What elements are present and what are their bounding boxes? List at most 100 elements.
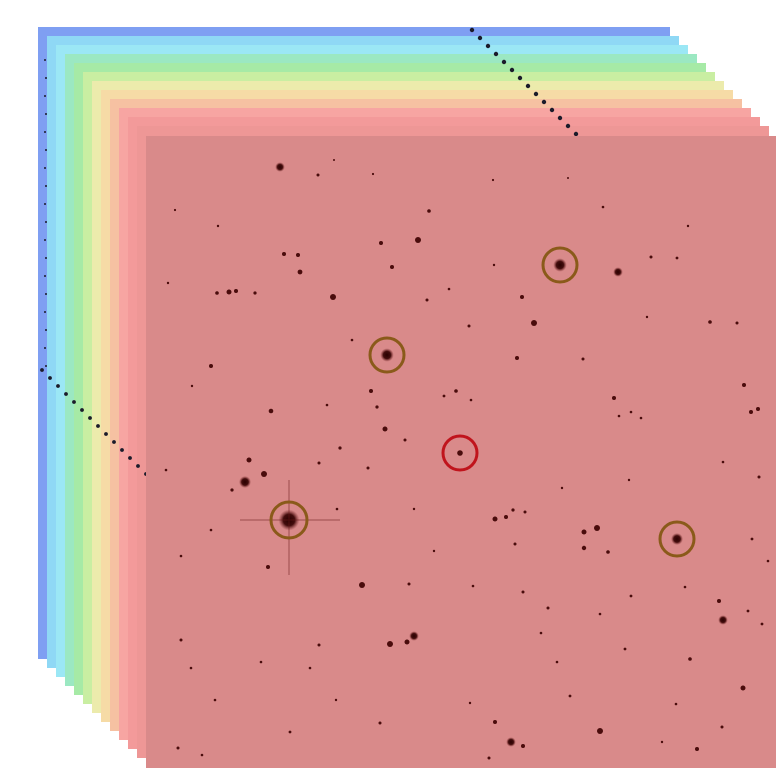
star — [226, 289, 232, 295]
star — [442, 394, 446, 398]
bright-star-spikes — [240, 480, 340, 575]
star — [209, 528, 213, 532]
star — [649, 255, 653, 259]
star — [234, 289, 238, 293]
star — [492, 263, 496, 267]
star — [675, 256, 679, 260]
star — [334, 698, 338, 702]
streak-dot — [549, 107, 555, 113]
star — [275, 162, 285, 172]
streak-dot — [501, 59, 507, 65]
star — [513, 542, 517, 546]
star — [674, 702, 678, 706]
star — [317, 461, 321, 465]
star — [504, 515, 508, 519]
star — [721, 460, 725, 464]
star — [415, 237, 421, 243]
star — [521, 590, 525, 594]
star — [742, 383, 746, 387]
star — [629, 410, 633, 414]
streak-dot — [533, 91, 539, 97]
star — [560, 486, 564, 490]
satellite-streak — [40, 27, 579, 476]
streak-dot — [565, 123, 571, 129]
star — [404, 639, 410, 645]
reference-star-marker[interactable] — [658, 520, 696, 558]
streak-dot — [44, 203, 46, 205]
star — [553, 258, 567, 272]
star — [531, 320, 537, 326]
star — [750, 537, 754, 541]
star — [350, 338, 354, 342]
star — [717, 599, 721, 603]
star — [457, 450, 463, 456]
star — [164, 468, 168, 472]
star — [546, 606, 550, 610]
star — [179, 554, 183, 558]
reference-star-marker[interactable] — [368, 336, 406, 374]
streak-dot — [44, 275, 46, 277]
star — [617, 414, 621, 418]
star — [308, 666, 312, 670]
star — [378, 721, 382, 725]
streak-dot — [56, 384, 60, 388]
star — [471, 584, 475, 588]
star — [627, 478, 631, 482]
star — [487, 756, 491, 760]
star — [268, 408, 274, 414]
star — [623, 647, 627, 651]
star — [506, 737, 516, 747]
star — [190, 384, 194, 388]
star — [230, 488, 234, 492]
star — [469, 398, 473, 402]
star — [467, 324, 471, 328]
star — [746, 609, 750, 613]
star — [581, 529, 587, 535]
streak-dot — [469, 27, 475, 33]
streak-dot — [541, 99, 547, 105]
star — [523, 510, 527, 514]
star — [539, 631, 543, 635]
star — [760, 622, 764, 626]
star — [447, 287, 451, 291]
streak-dot — [44, 167, 46, 169]
star — [253, 291, 257, 295]
star — [688, 657, 692, 661]
streak-dot — [44, 95, 46, 97]
star — [166, 281, 170, 285]
star — [601, 205, 605, 209]
star — [333, 159, 335, 161]
streak-dot — [136, 464, 140, 468]
star — [683, 585, 687, 589]
star — [567, 177, 569, 179]
star — [380, 348, 394, 362]
star — [409, 631, 419, 641]
streak-dot — [45, 293, 47, 295]
streak-dot — [80, 408, 84, 412]
star — [189, 666, 193, 670]
streak-dot — [96, 424, 100, 428]
streak-dot — [525, 83, 531, 89]
streak-dot — [44, 239, 46, 241]
star — [594, 525, 600, 531]
star — [259, 660, 263, 664]
star — [695, 747, 699, 751]
star — [338, 446, 342, 450]
streak-dot — [493, 51, 499, 57]
streak-dot — [45, 149, 47, 151]
streak-dot — [44, 131, 46, 133]
reference-star-marker[interactable] — [541, 246, 579, 284]
star — [387, 641, 393, 647]
star — [686, 224, 690, 228]
streak-dot — [44, 347, 46, 349]
reference-star-marker[interactable] — [269, 500, 309, 540]
star — [581, 545, 587, 551]
streak-dot — [45, 77, 47, 79]
streak-dot — [44, 311, 46, 313]
target-star-marker[interactable] — [441, 434, 479, 472]
star — [555, 660, 559, 664]
streak-dot — [557, 115, 563, 121]
star — [375, 405, 379, 409]
star — [261, 471, 267, 477]
